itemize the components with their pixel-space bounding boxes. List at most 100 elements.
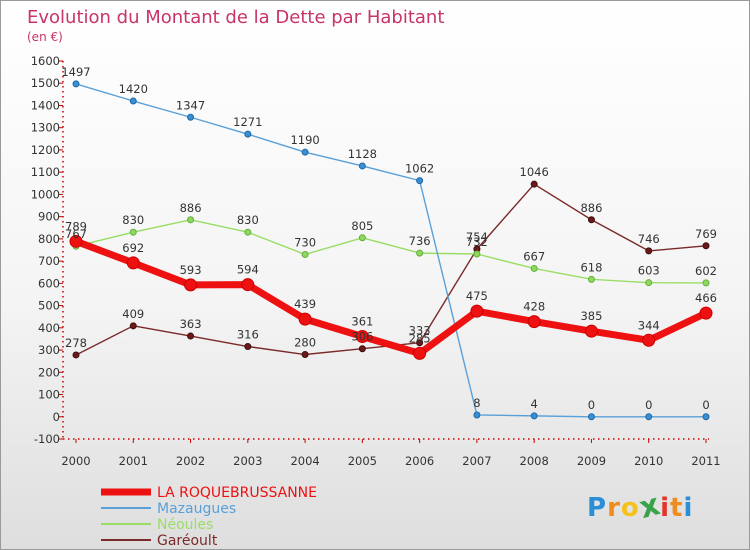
- data-point: [355, 329, 369, 343]
- x-tick-label: 2006: [405, 454, 434, 468]
- y-tick-label: 1500: [31, 76, 60, 90]
- data-label: 466: [695, 291, 717, 305]
- x-tick-label: 2009: [577, 454, 606, 468]
- y-tick-label: 1200: [31, 143, 60, 157]
- x-tick-label: 2010: [634, 454, 663, 468]
- data-point: [530, 412, 538, 420]
- data-label: 428: [523, 300, 545, 314]
- data-point: [301, 148, 309, 156]
- data-point: [244, 343, 252, 351]
- data-point: [301, 351, 309, 359]
- data-point: [187, 216, 195, 224]
- x-tick-label: 2011: [691, 454, 720, 468]
- data-label: 8: [473, 396, 480, 410]
- data-label: 1347: [176, 98, 205, 112]
- data-point: [241, 278, 255, 292]
- data-point: [473, 411, 481, 419]
- data-point: [470, 304, 484, 318]
- logo-letter: P: [587, 493, 608, 523]
- data-point: [702, 279, 710, 287]
- y-tick-label: 100: [38, 388, 60, 402]
- data-point: [584, 324, 598, 338]
- data-label: 280: [294, 336, 316, 350]
- y-tick-label: 800: [38, 232, 60, 246]
- data-point: [187, 332, 195, 340]
- series-line: [75, 83, 707, 418]
- chart-unit: (en €): [27, 30, 63, 44]
- logo-letter: i: [660, 493, 671, 523]
- data-point: [358, 162, 366, 170]
- data-label: 409: [122, 307, 144, 321]
- y-tick-label: 1300: [31, 121, 60, 135]
- x-tick-label: 2003: [233, 454, 262, 468]
- logo-letter: r: [607, 493, 621, 523]
- logo-letter: i: [683, 493, 694, 523]
- data-point: [72, 351, 80, 359]
- data-point: [416, 339, 424, 347]
- data-point: [416, 249, 424, 257]
- data-label: 385: [580, 309, 602, 323]
- data-label: 4: [531, 397, 538, 411]
- data-point: [530, 264, 538, 272]
- data-label: 754: [466, 230, 488, 244]
- data-point: [699, 306, 713, 320]
- data-label: 1190: [290, 133, 319, 147]
- data-label: 475: [466, 289, 488, 303]
- data-label: 618: [580, 260, 602, 274]
- data-labels: 789 692 593 594 439 361 285 475 428 385 344 466 1497…: [61, 65, 717, 412]
- data-point: [702, 413, 710, 421]
- data-point: [702, 242, 710, 250]
- data-point: [642, 333, 656, 347]
- data-label: 594: [237, 263, 259, 277]
- data-label: 789: [65, 219, 87, 233]
- series-line: [75, 183, 707, 356]
- y-tick-label: 1100: [31, 165, 60, 179]
- data-point: [645, 413, 653, 421]
- legend-label: Mazaugues: [157, 501, 236, 517]
- data-label: 439: [294, 297, 316, 311]
- y-tick-label: 1400: [31, 98, 60, 112]
- data-point: [358, 345, 366, 353]
- data-point: [301, 250, 309, 258]
- x-tick-label: 2005: [348, 454, 377, 468]
- series-layer: [69, 80, 713, 421]
- data-point: [358, 234, 366, 242]
- data-point: [527, 315, 541, 329]
- logo-letter: o: [620, 493, 640, 523]
- data-label: 603: [638, 264, 660, 278]
- data-label: 1420: [119, 82, 148, 96]
- y-tick-label: 700: [38, 254, 60, 268]
- data-label: 736: [409, 234, 431, 248]
- data-label: 1497: [61, 65, 90, 79]
- data-point: [129, 322, 137, 330]
- data-label: 692: [122, 241, 144, 255]
- data-label: 306: [351, 330, 373, 344]
- data-label: 0: [588, 398, 595, 412]
- y-tick-label: 900: [38, 210, 60, 224]
- data-label: 1128: [348, 147, 377, 161]
- y-tick-label: 500: [38, 299, 60, 313]
- y-tick-label: 0: [53, 410, 60, 424]
- data-point: [645, 247, 653, 255]
- data-label: 886: [580, 201, 602, 215]
- chart-title: Evolution du Montant de la Dette par Hab…: [27, 7, 444, 28]
- y-tick-label: 400: [38, 321, 60, 335]
- data-point: [69, 234, 83, 248]
- data-point: [244, 130, 252, 138]
- data-label: 0: [702, 398, 709, 412]
- series-1: [72, 80, 710, 421]
- data-point: [416, 177, 424, 185]
- data-label: 602: [695, 264, 717, 278]
- data-point: [473, 250, 481, 258]
- x-tick-label: 2002: [176, 454, 205, 468]
- data-label: 285: [409, 331, 431, 345]
- y-tick-label: -100: [34, 432, 60, 446]
- data-point: [244, 228, 252, 236]
- data-label: 361: [351, 314, 373, 328]
- series-line: [75, 219, 707, 284]
- data-label: 746: [638, 232, 660, 246]
- y-tick-label: 1600: [31, 54, 60, 68]
- data-label: 767: [65, 227, 87, 241]
- data-label: 769: [695, 227, 717, 241]
